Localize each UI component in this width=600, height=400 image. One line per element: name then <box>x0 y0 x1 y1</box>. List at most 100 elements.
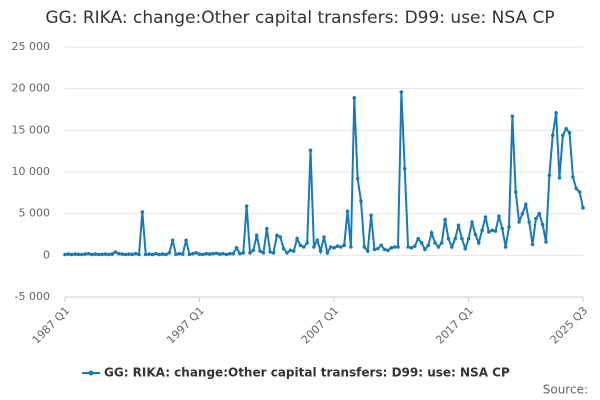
point <box>365 249 370 253</box>
point <box>483 215 488 219</box>
point <box>130 252 135 257</box>
point <box>339 245 343 249</box>
point <box>180 252 185 256</box>
y-tick-label: 0 <box>43 248 50 261</box>
point <box>376 246 380 251</box>
point <box>352 96 357 100</box>
point <box>443 217 447 222</box>
point <box>194 251 198 255</box>
point <box>191 251 195 256</box>
point <box>332 246 336 250</box>
point <box>69 252 74 257</box>
point <box>315 238 320 243</box>
point <box>110 252 114 256</box>
point <box>140 210 145 214</box>
point <box>507 225 511 229</box>
point <box>550 133 555 138</box>
point <box>281 246 286 251</box>
chart-title: GG: RIKA: change:Other capital transfers… <box>45 8 554 28</box>
point <box>382 247 387 252</box>
point <box>211 251 215 256</box>
point <box>456 223 461 228</box>
point <box>567 131 572 135</box>
point <box>436 245 441 249</box>
point <box>143 252 148 257</box>
point <box>399 90 404 94</box>
point <box>386 248 390 253</box>
point <box>453 236 457 241</box>
point <box>409 246 414 250</box>
point <box>83 252 87 256</box>
point <box>439 241 444 245</box>
series-line <box>64 91 584 256</box>
point <box>120 252 124 256</box>
point <box>487 230 491 234</box>
point <box>207 252 212 256</box>
legend-marker <box>88 370 94 376</box>
point <box>379 243 383 248</box>
point <box>308 148 313 153</box>
point <box>66 252 71 256</box>
point <box>466 236 471 241</box>
point <box>470 220 474 224</box>
point <box>325 251 330 255</box>
point <box>497 214 501 218</box>
point <box>234 246 239 250</box>
point <box>261 251 266 255</box>
point <box>133 251 138 256</box>
x-tick-label: 2007 Q1 <box>299 304 342 347</box>
point <box>369 213 373 218</box>
point <box>93 252 98 256</box>
point <box>150 252 155 257</box>
source: Source: <box>543 383 588 397</box>
point <box>244 204 249 208</box>
point <box>524 202 528 207</box>
y-tick-label: 15 000 <box>12 123 51 136</box>
point <box>493 229 498 233</box>
point <box>355 176 360 181</box>
point <box>285 251 289 255</box>
point <box>217 252 222 256</box>
legend-label: GG: RIKA: change:Other capital transfers… <box>104 366 510 380</box>
point <box>362 245 367 249</box>
point <box>268 250 272 254</box>
point <box>476 241 481 245</box>
point <box>174 252 178 257</box>
point <box>473 232 478 237</box>
point <box>80 252 84 257</box>
point <box>389 246 394 250</box>
point <box>557 176 562 180</box>
point <box>490 228 494 233</box>
x-tick-label: 2017 Q1 <box>433 304 476 347</box>
point <box>561 133 565 138</box>
point <box>248 251 252 255</box>
point <box>197 252 202 256</box>
point <box>416 236 420 241</box>
point <box>402 166 407 171</box>
point <box>177 251 182 256</box>
point <box>342 243 346 248</box>
point <box>527 220 531 224</box>
point <box>254 233 259 238</box>
point <box>278 235 283 239</box>
point <box>231 251 235 256</box>
point <box>544 240 548 244</box>
x-tick-label: 2025 Q3 <box>548 304 591 347</box>
point <box>349 245 353 249</box>
point <box>328 245 333 249</box>
point <box>103 252 108 256</box>
y-tick-label: 10 000 <box>12 165 51 178</box>
point <box>574 186 579 191</box>
point <box>396 245 400 249</box>
point <box>571 175 575 179</box>
point <box>298 243 303 248</box>
x-tick-label: 1997 Q1 <box>164 304 207 347</box>
point <box>214 251 219 256</box>
point <box>510 114 515 118</box>
point <box>540 222 545 227</box>
point <box>238 251 242 256</box>
point <box>275 233 279 238</box>
point <box>426 243 431 248</box>
y-tick-label: -5 000 <box>15 290 50 303</box>
point <box>291 249 296 253</box>
